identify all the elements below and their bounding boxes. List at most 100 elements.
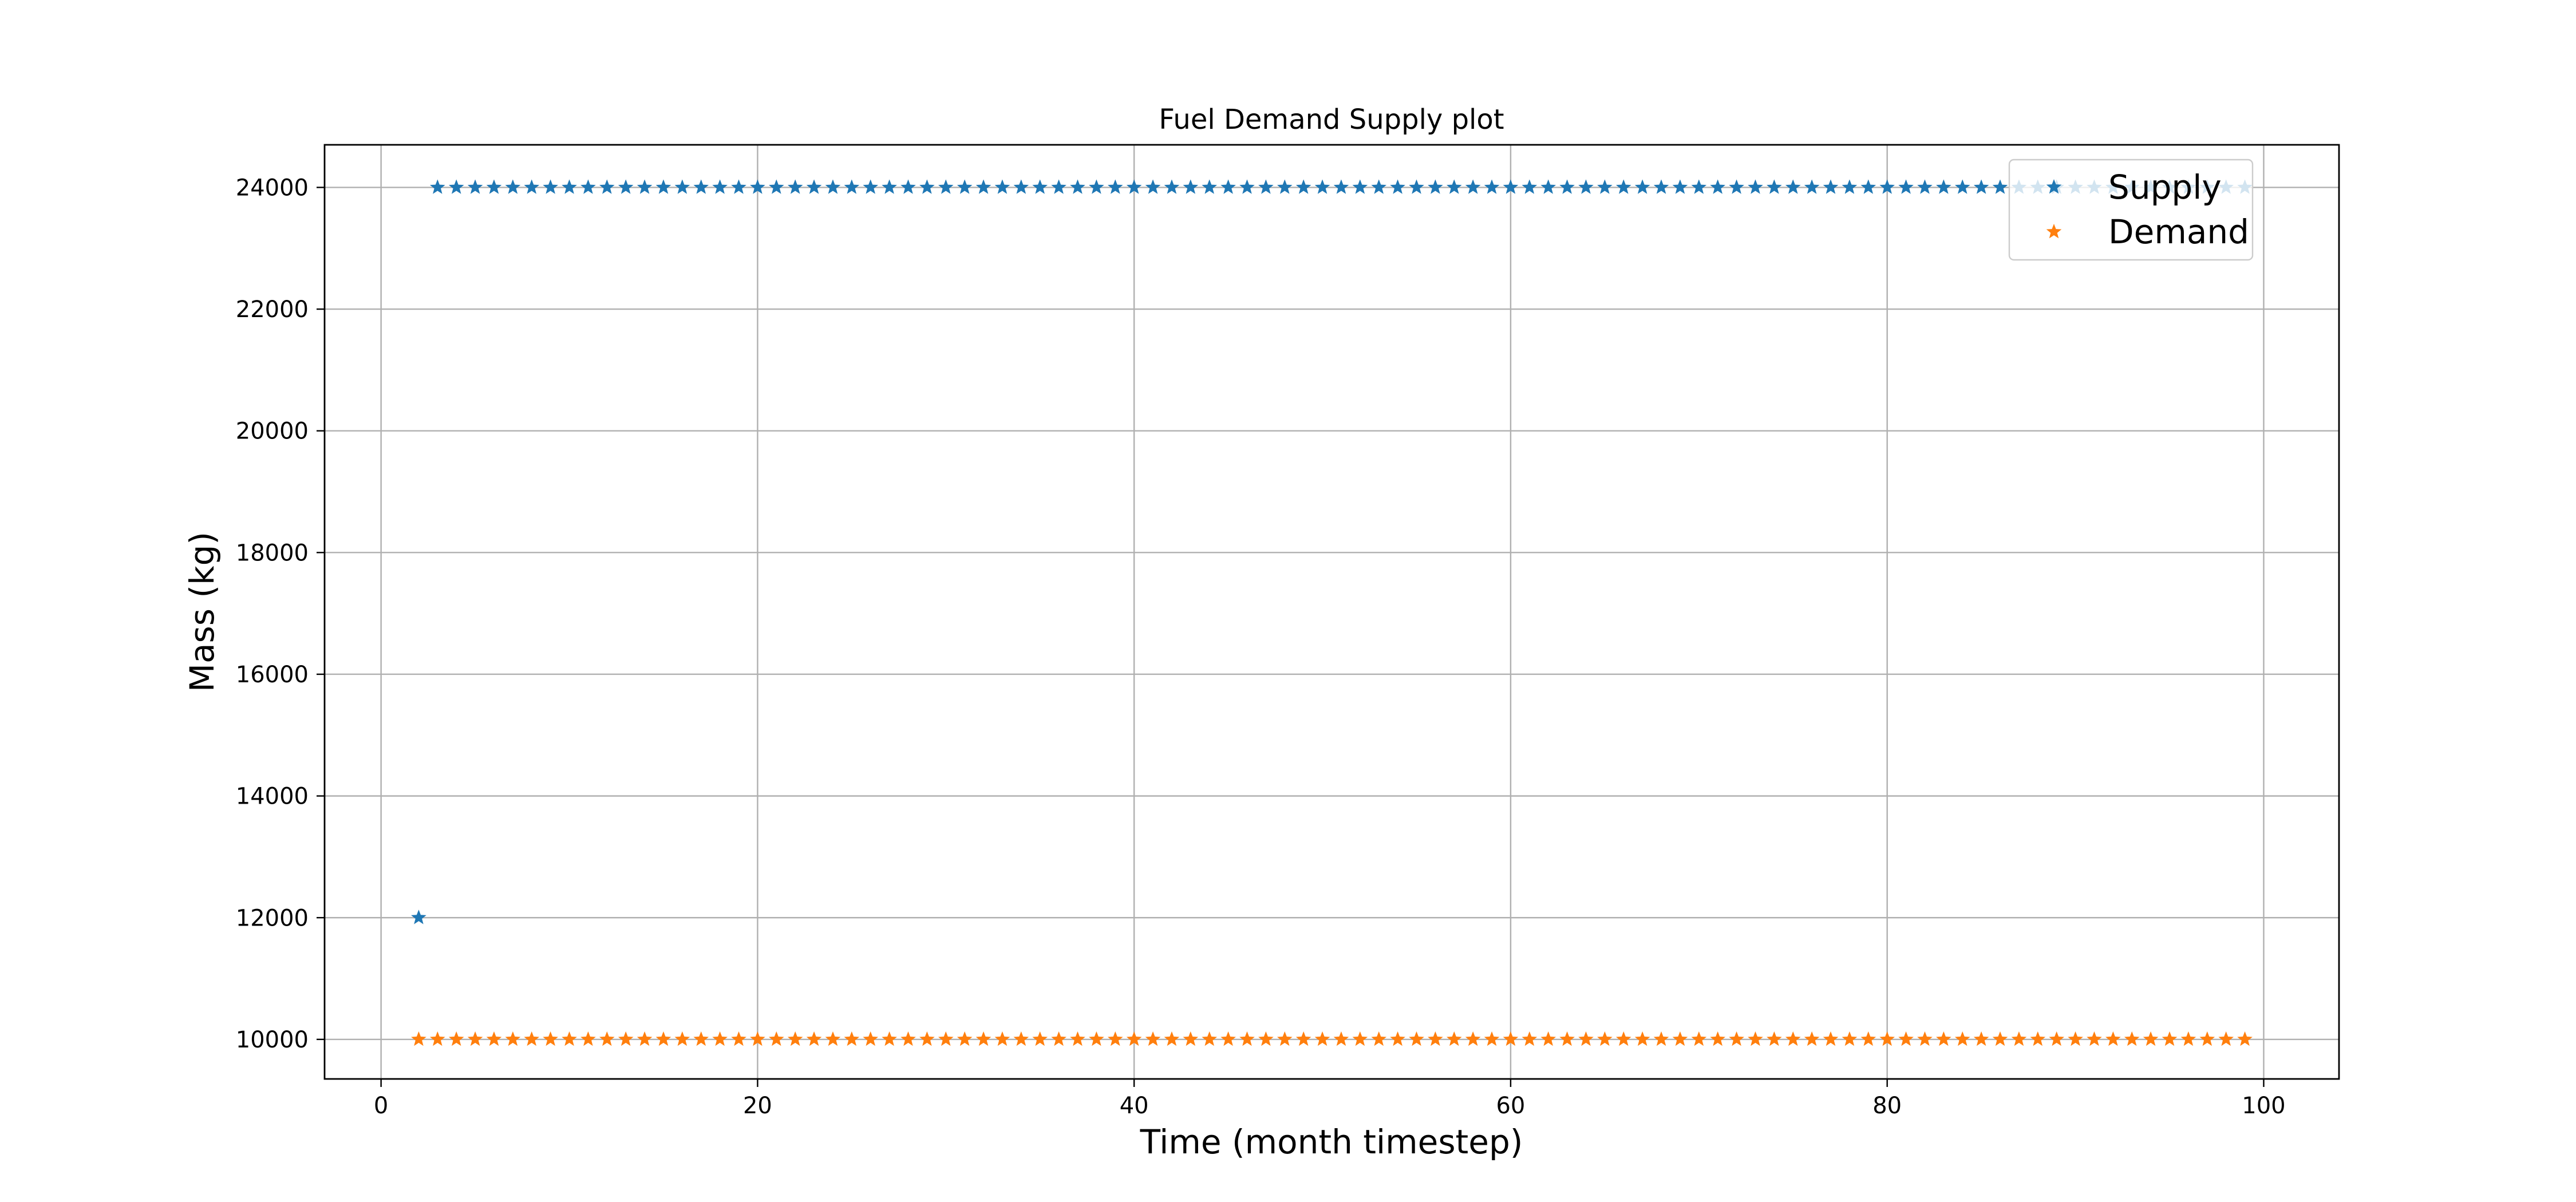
data-point-supply [1672, 179, 1688, 194]
data-point-demand [693, 1031, 709, 1046]
x-tick-label: 80 [1872, 1093, 1902, 1119]
data-point-demand [1465, 1031, 1481, 1046]
data-point-supply [1145, 179, 1161, 194]
data-point-supply [1314, 179, 1330, 194]
data-point-demand [524, 1031, 540, 1046]
data-point-demand [2143, 1031, 2159, 1046]
y-tick-label: 16000 [236, 662, 309, 688]
data-point-demand [1295, 1031, 1311, 1046]
data-point-supply [693, 179, 709, 194]
data-point-supply [1936, 179, 1951, 194]
data-point-demand [2087, 1031, 2102, 1046]
data-point-supply [1107, 179, 1123, 194]
x-tick-label: 40 [1120, 1093, 1149, 1119]
data-point-supply [1559, 179, 1575, 194]
data-point-demand [1653, 1031, 1669, 1046]
legend-label-demand: Demand [2108, 212, 2249, 251]
data-point-demand [1164, 1031, 1180, 1046]
data-point-supply [674, 179, 690, 194]
data-point-demand [2105, 1031, 2121, 1046]
legend: Supply Demand [2008, 159, 2254, 261]
data-point-demand [1729, 1031, 1744, 1046]
plot-area-frame [323, 144, 2340, 1080]
data-point-demand [2011, 1031, 2027, 1046]
data-point-demand [975, 1031, 991, 1046]
data-point-supply [900, 179, 916, 194]
data-point-demand [1898, 1031, 1914, 1046]
data-point-demand [486, 1031, 502, 1046]
y-tick-label: 24000 [236, 175, 309, 201]
data-point-demand [1785, 1031, 1801, 1046]
data-point-supply [1954, 179, 1970, 194]
data-point-supply [1164, 179, 1180, 194]
data-point-supply [1917, 179, 1933, 194]
data-point-demand [1183, 1031, 1199, 1046]
data-point-supply [1898, 179, 1914, 194]
data-point-demand [448, 1031, 464, 1046]
data-point-supply [731, 179, 746, 194]
data-point-supply [1295, 179, 1311, 194]
data-point-supply [505, 179, 521, 194]
x-tick-label: 100 [2242, 1093, 2285, 1119]
data-point-demand [844, 1031, 860, 1046]
data-point-supply [1239, 179, 1255, 194]
data-point-supply [1992, 179, 2008, 194]
data-point-supply [1823, 179, 1839, 194]
data-point-supply [467, 179, 483, 194]
data-point-supply [1183, 179, 1199, 194]
data-point-supply [1597, 179, 1613, 194]
data-point-demand [430, 1031, 445, 1046]
data-point-demand [957, 1031, 973, 1046]
data-point-supply [768, 179, 784, 194]
data-point-supply [994, 179, 1010, 194]
data-point-demand [2030, 1031, 2046, 1046]
data-point-supply [957, 179, 973, 194]
data-point-demand [674, 1031, 690, 1046]
data-point-supply [486, 179, 502, 194]
data-point-demand [1333, 1031, 1349, 1046]
data-point-demand [1446, 1031, 1462, 1046]
data-point-demand [1804, 1031, 1820, 1046]
legend-box [2008, 159, 2254, 261]
tick-layer: 0 20 40 60 80 100 10000 12000 14000 16000 18000 200… [236, 175, 2286, 1119]
data-point-supply [938, 179, 954, 194]
data-point-demand [1352, 1031, 1368, 1046]
data-point-supply [599, 179, 615, 194]
data-point-demand [1860, 1031, 1876, 1046]
data-point-demand [1220, 1031, 1236, 1046]
data-point-supply [1446, 179, 1462, 194]
data-point-supply [1653, 179, 1669, 194]
data-point-demand [1258, 1031, 1274, 1046]
data-point-supply [1522, 179, 1538, 194]
data-point-supply [524, 179, 540, 194]
data-point-supply [1409, 179, 1424, 194]
data-point-supply [1013, 179, 1029, 194]
data-point-demand [1992, 1031, 2008, 1046]
data-point-supply [975, 179, 991, 194]
data-point-supply [882, 179, 897, 194]
data-point-demand [1842, 1031, 1858, 1046]
data-point-demand [750, 1031, 765, 1046]
data-point-supply [1220, 179, 1236, 194]
data-point-supply [618, 179, 634, 194]
data-point-supply [825, 179, 841, 194]
data-point-supply [1390, 179, 1405, 194]
chart-title: Fuel Demand Supply plot [1159, 104, 1504, 136]
data-point-supply [1465, 179, 1481, 194]
data-point-supply [655, 179, 671, 194]
data-point-supply [1202, 179, 1218, 194]
data-point-demand [712, 1031, 728, 1046]
data-point-demand [1051, 1031, 1066, 1046]
data-point-demand [1540, 1031, 1556, 1046]
data-point-supply [1089, 179, 1104, 194]
data-point-supply [1785, 179, 1801, 194]
data-point-demand [1107, 1031, 1123, 1046]
data-point-supply [562, 179, 577, 194]
y-tick-label: 14000 [236, 784, 309, 810]
data-point-demand [863, 1031, 879, 1046]
data-point-demand [1239, 1031, 1255, 1046]
data-point-supply [1258, 179, 1274, 194]
data-point-demand [787, 1031, 803, 1046]
data-point-demand [467, 1031, 483, 1046]
data-point-supply [919, 179, 935, 194]
